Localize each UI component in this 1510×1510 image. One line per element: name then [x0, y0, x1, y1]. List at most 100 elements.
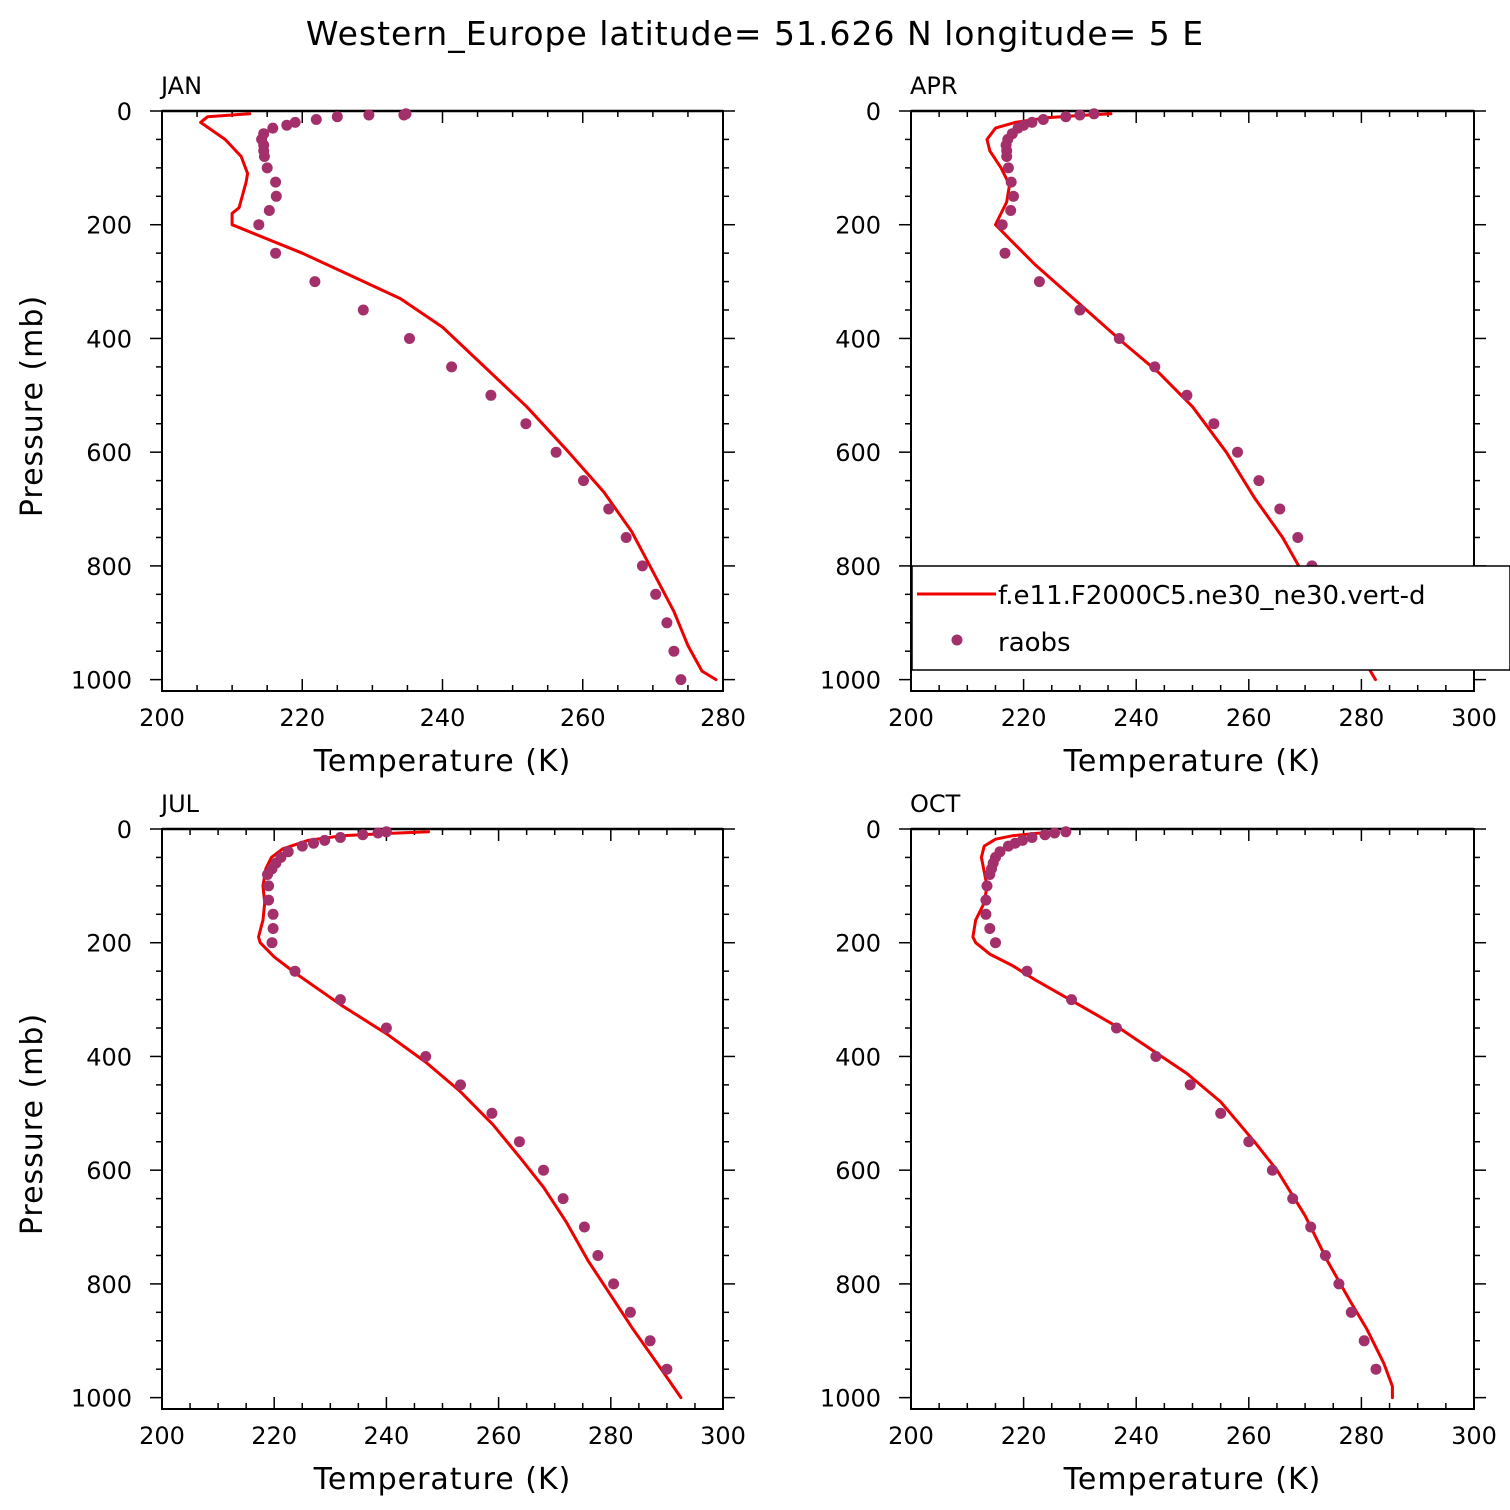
jul-xtick-label: 240 — [363, 1422, 409, 1450]
jul-raobs-point — [608, 1278, 620, 1290]
jan-raobs-point — [309, 276, 321, 288]
jul-panel-title: JUL — [159, 790, 200, 818]
jul-xtick-label: 260 — [476, 1422, 522, 1450]
jul-xtick-label: 280 — [588, 1422, 634, 1450]
jan-raobs-point — [668, 645, 680, 657]
jul-y-axis-label: Pressure (mb) — [15, 1013, 50, 1235]
jan-raobs-point — [404, 333, 415, 344]
jul-xtick-label: 300 — [700, 1422, 746, 1450]
apr-raobs-point — [1005, 176, 1017, 188]
apr-raobs-point — [1074, 304, 1086, 316]
apr-raobs-point — [1037, 114, 1049, 125]
legend-model-label: f.e11.F2000C5.ne30_ne30.vert-d — [998, 581, 1426, 611]
apr-raobs-point — [1005, 205, 1017, 216]
apr-ytick-label: 200 — [835, 212, 881, 240]
oct-raobs-point — [1333, 1278, 1345, 1290]
oct-xtick-label: 240 — [1113, 1422, 1159, 1450]
oct-xtick-label: 280 — [1338, 1422, 1384, 1450]
jul-model-line — [257, 830, 683, 1400]
jan-raobs-point — [620, 532, 632, 543]
apr-raobs-point — [1113, 333, 1125, 344]
oct-model-line — [971, 830, 1394, 1400]
jan-raobs-point — [261, 162, 273, 174]
jul-raobs-point — [661, 1363, 673, 1375]
jan-raobs-point — [550, 446, 562, 458]
apr-raobs-point — [1292, 532, 1304, 543]
jul-ytick-label: 1000 — [71, 1385, 132, 1413]
oct-raobs-point — [1266, 1164, 1278, 1176]
oct-raobs-point — [1021, 965, 1033, 977]
apr-raobs-point — [1253, 475, 1265, 487]
jan-raobs-point — [357, 304, 369, 316]
oct-ytick-label: 400 — [835, 1043, 881, 1071]
apr-raobs-point — [1001, 151, 1013, 162]
jan-raobs-point — [636, 560, 648, 572]
oct-raobs-point — [1345, 1306, 1357, 1318]
jan-ytick-label: 1000 — [71, 667, 132, 695]
panel-jul: 200 220 240 260 280 300 0 200 400 600 800 1000 JUL Te… — [15, 790, 746, 1497]
oct-raobs-point — [1305, 1221, 1317, 1233]
jan-x-axis-label: Temperature (K) — [313, 744, 572, 779]
jan-raobs-point — [267, 122, 279, 134]
apr-xtick-label: 260 — [1226, 704, 1272, 732]
oct-raobs-point — [1002, 840, 1014, 852]
oct-ytick-label: 800 — [835, 1271, 881, 1299]
jan-raobs-point — [263, 205, 275, 216]
oct-raobs-point — [1319, 1250, 1331, 1261]
oct-raobs-point — [1066, 994, 1077, 1006]
figure-title: Western_Europe latitude= 51.626 N longit… — [306, 14, 1204, 53]
legend-box — [911, 565, 1510, 671]
oct-x-axis-label: Temperature (K) — [1063, 1462, 1322, 1497]
jan-raobs-point — [675, 674, 687, 686]
panel-oct: 200 220 240 260 280 300 0 200 400 600 800 1000 OCT Te… — [820, 790, 1497, 1497]
legend-raobs-marker — [951, 634, 963, 646]
oct-raobs-point — [1287, 1193, 1299, 1205]
jan-raobs-point — [270, 247, 282, 259]
jan-raobs-point — [603, 503, 615, 515]
jan-raobs-point — [578, 475, 589, 487]
apr-raobs-point — [1074, 109, 1086, 121]
apr-ytick-label: 1000 — [820, 667, 881, 695]
jul-raobs-point — [334, 994, 346, 1006]
jan-raobs-point — [310, 114, 322, 125]
apr-xtick-label: 280 — [1338, 704, 1384, 732]
jul-raobs-point — [455, 1079, 466, 1091]
jul-raobs-point — [372, 827, 384, 839]
jul-plot-frame — [161, 828, 724, 1410]
apr-xtick-label: 240 — [1113, 704, 1159, 732]
jul-raobs-point — [380, 826, 392, 838]
oct-ytick-label: 1000 — [820, 1385, 881, 1413]
oct-raobs-point — [981, 880, 993, 892]
jul-ytick-label: 400 — [86, 1043, 132, 1071]
jan-ytick-label: 200 — [86, 212, 132, 240]
apr-raobs-point — [1026, 116, 1038, 128]
jul-ytick-label: 0 — [117, 816, 132, 844]
jan-raobs-point — [258, 151, 270, 162]
jul-raobs-point — [319, 834, 331, 846]
jan-xtick-label: 220 — [279, 704, 325, 732]
jul-raobs-point — [644, 1335, 656, 1347]
oct-ytick-label: 200 — [835, 930, 881, 958]
oct-raobs-point — [1150, 1051, 1162, 1062]
panel-apr: 200 220 240 260 280 300 0 200 400 600 800 1000 APR Te… — [820, 72, 1497, 779]
apr-ytick-label: 800 — [835, 553, 881, 581]
jan-raobs-point — [650, 588, 662, 600]
oct-raobs-point — [980, 908, 992, 920]
jan-raobs-point — [289, 116, 301, 128]
jan-raobs-point — [253, 219, 265, 231]
oct-xtick-label: 300 — [1451, 1422, 1497, 1450]
apr-raobs-point — [1060, 111, 1072, 123]
jul-ytick-label: 600 — [86, 1157, 132, 1185]
apr-raobs-point — [1002, 162, 1014, 174]
apr-ytick-label: 600 — [835, 439, 881, 467]
apr-raobs-point — [999, 247, 1011, 259]
apr-ytick-label: 0 — [866, 98, 881, 126]
jan-raobs-point — [398, 109, 410, 121]
apr-x-axis-label: Temperature (K) — [1063, 744, 1322, 779]
jan-ytick-label: 800 — [86, 553, 132, 581]
oct-ytick-label: 600 — [835, 1157, 881, 1185]
oct-raobs-point — [1184, 1079, 1196, 1091]
apr-xtick-label: 200 — [888, 704, 934, 732]
oct-raobs-point — [1370, 1363, 1382, 1375]
oct-raobs-point — [980, 894, 992, 906]
